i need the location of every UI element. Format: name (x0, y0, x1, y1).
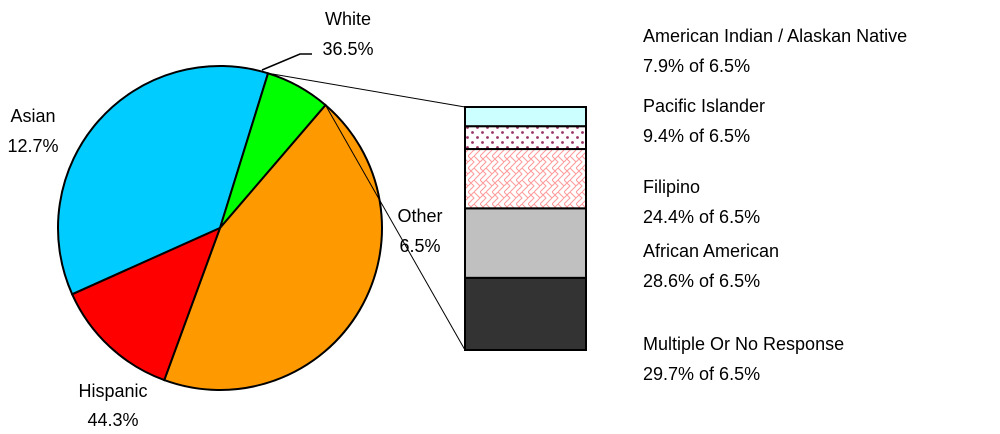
bar-value-filipino: 24.4% of 6.5% (643, 207, 760, 227)
bar-segment-pacific-islander (464, 125, 587, 151)
bar-segment-filipino (464, 148, 587, 210)
pie-slice-asian (70, 226, 222, 382)
pie-value-other: 6.5% (399, 236, 440, 256)
bar-label-multiple-or-no-response: Multiple Or No Response (643, 334, 844, 354)
pie-label-white: White (325, 9, 371, 29)
connector-line-top (267, 72, 466, 108)
connector-line-bottom (325, 104, 466, 351)
bar-label-american-indian-alaskan-native: American Indian / Alaskan Native (643, 26, 907, 46)
bar-segment-multiple-or-no-response (464, 276, 587, 351)
bar-label-pacific-islander: Pacific Islander (643, 96, 765, 116)
pie-label-asian: Asian (10, 106, 55, 126)
pie-label-hispanic: Hispanic (78, 381, 147, 401)
bar-segment-american-indian-alaskan-native (464, 106, 587, 128)
pie-slice-white (57, 65, 270, 296)
pie-value-asian: 12.7% (7, 136, 58, 156)
connector-lines (267, 72, 466, 351)
pie-value-white: 36.5% (322, 39, 373, 59)
bar-value-multiple-or-no-response: 29.7% of 6.5% (643, 364, 760, 384)
white-leader-line (261, 53, 312, 71)
bar-value-african-american: 28.6% of 6.5% (643, 271, 760, 291)
pie-slice-hispanic (162, 103, 383, 391)
bar-segment-african-american (464, 207, 587, 279)
bar-value-american-indian-alaskan-native: 7.9% of 6.5% (643, 56, 750, 76)
bar-value-pacific-islander: 9.4% of 6.5% (643, 126, 750, 146)
pie-label-other: Other (397, 206, 442, 226)
pie (57, 65, 383, 391)
labels: White 36.5% Other 6.5% Hispanic 44.3% Asian 12.… (7, 9, 907, 430)
breakdown-bar (464, 106, 587, 351)
bar-label-african-american: African American (643, 241, 779, 261)
pie-value-hispanic: 44.3% (87, 410, 138, 430)
bar-label-filipino: Filipino (643, 177, 700, 197)
